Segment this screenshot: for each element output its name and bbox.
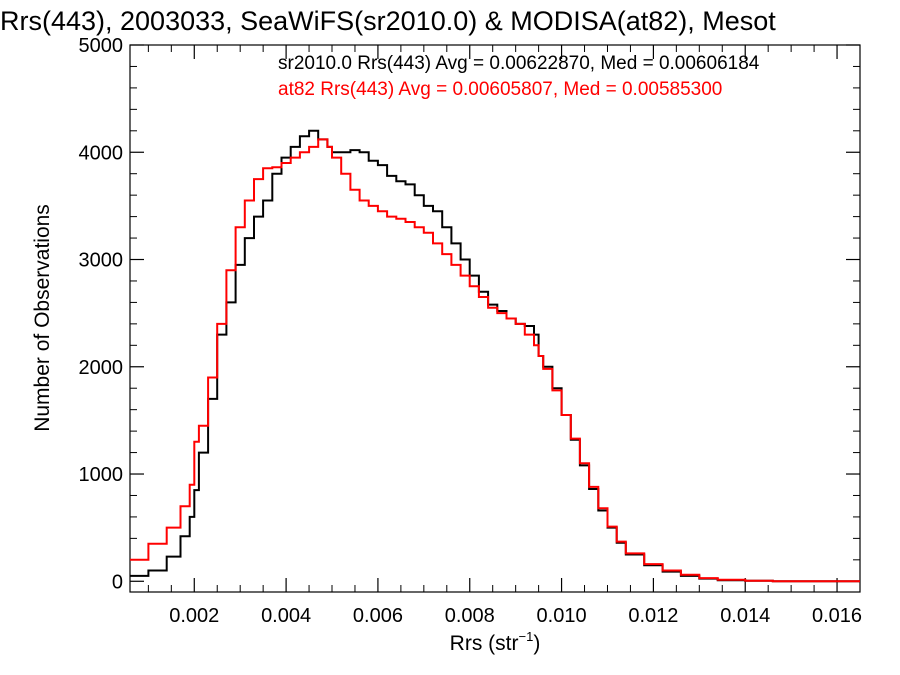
y-tick-label: 4000 (79, 142, 124, 164)
x-tick-label: 0.016 (812, 605, 862, 627)
x-tick-label: 0.004 (261, 605, 311, 627)
y-tick-label: 3000 (79, 250, 124, 272)
x-tick-label: 0.014 (720, 605, 770, 627)
x-axis-label: Rrs (str−1) (450, 629, 541, 655)
x-tick-label: 0.010 (537, 605, 587, 627)
x-tick-label: 0.008 (445, 605, 495, 627)
x-axis-label-close: ) (533, 632, 540, 655)
series-at82-line (130, 138, 860, 583)
y-axis-label: Number of Observations (31, 204, 54, 432)
series-sr2010-line (130, 129, 860, 583)
x-tick-label: 0.006 (353, 605, 403, 627)
series-line-at82 (130, 138, 860, 583)
x-axis-label-superscript: −1 (519, 629, 534, 644)
chart-title: Rrs(443), 2003033, SeaWiFS(sr2010.0) & M… (0, 6, 776, 36)
y-tick-label: 2000 (79, 357, 124, 379)
plot-frame (129, 44, 861, 593)
y-tick-label: 0 (112, 571, 123, 593)
y-tick-label: 5000 (79, 35, 124, 57)
legend-entry-at82: at82 Rrs(443) Avg = 0.00605807, Med = 0.… (278, 79, 722, 100)
series-line-sr2010 (130, 129, 860, 583)
x-axis-ticks: 0.002 0.004 0.006 0.008 0.010 0.012 0.014 0.016 (147, 45, 862, 627)
x-tick-label: 0.012 (628, 605, 678, 627)
x-tick-label: 0.002 (169, 605, 219, 627)
y-axis-ticks: 0 1000 2000 3000 4000 5000 (79, 35, 860, 593)
y-tick-label: 1000 (79, 464, 124, 486)
x-axis-label-main: Rrs (str (450, 632, 519, 655)
legend-entry-sr2010: sr2010.0 Rrs(443) Avg = 0.00622870, Med … (278, 53, 760, 74)
